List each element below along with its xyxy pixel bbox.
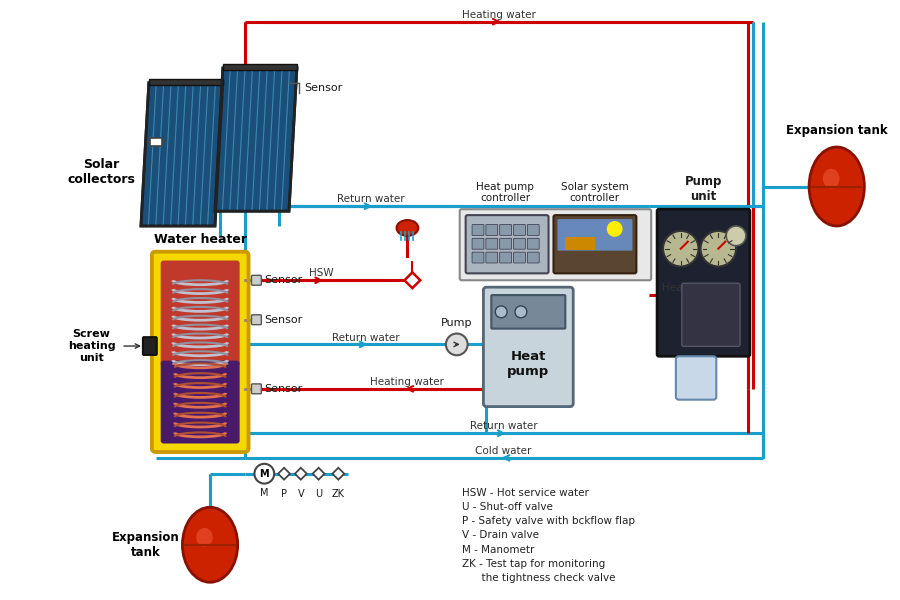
Text: the tightness check valve: the tightness check valve: [462, 574, 616, 583]
Text: Cold water: Cold water: [475, 446, 532, 456]
Circle shape: [495, 306, 507, 318]
Text: P - Safety valve with bckflow flap: P - Safety valve with bckflow flap: [462, 516, 634, 526]
FancyBboxPatch shape: [486, 252, 498, 263]
Ellipse shape: [823, 169, 840, 188]
Circle shape: [446, 334, 468, 355]
Text: Heat
pump: Heat pump: [508, 350, 549, 378]
Circle shape: [700, 231, 736, 266]
FancyBboxPatch shape: [465, 215, 548, 274]
Ellipse shape: [397, 220, 418, 236]
FancyBboxPatch shape: [152, 251, 248, 452]
FancyBboxPatch shape: [514, 252, 526, 263]
Text: M - Manometr: M - Manometr: [462, 545, 534, 555]
Text: M: M: [259, 469, 269, 479]
Ellipse shape: [809, 147, 864, 226]
FancyBboxPatch shape: [472, 224, 484, 235]
FancyBboxPatch shape: [251, 384, 261, 394]
FancyBboxPatch shape: [486, 224, 498, 235]
Text: Screw
heating
unit: Screw heating unit: [68, 329, 115, 362]
FancyBboxPatch shape: [500, 224, 511, 235]
Text: M: M: [260, 488, 268, 497]
FancyBboxPatch shape: [676, 356, 716, 400]
Text: Sensor: Sensor: [265, 384, 302, 394]
Polygon shape: [141, 83, 223, 226]
FancyBboxPatch shape: [161, 361, 239, 443]
Text: HSW: HSW: [309, 268, 333, 278]
Text: Sensor: Sensor: [265, 315, 302, 325]
Text: Heat pump
controller: Heat pump controller: [476, 182, 534, 203]
Text: U: U: [315, 488, 322, 499]
FancyBboxPatch shape: [472, 238, 484, 249]
FancyBboxPatch shape: [527, 252, 539, 263]
Text: Return water: Return water: [337, 194, 404, 205]
Text: Heating water: Heating water: [662, 283, 735, 293]
Text: Sensor: Sensor: [265, 275, 302, 285]
FancyBboxPatch shape: [251, 315, 261, 325]
Polygon shape: [332, 468, 345, 479]
FancyBboxPatch shape: [460, 209, 652, 280]
Text: U - Shut-off valve: U - Shut-off valve: [462, 502, 553, 512]
FancyBboxPatch shape: [500, 238, 511, 249]
Text: ZK - Test tap for monitoring: ZK - Test tap for monitoring: [462, 559, 605, 569]
Text: Pump: Pump: [441, 317, 472, 328]
Polygon shape: [215, 68, 297, 211]
FancyBboxPatch shape: [554, 215, 636, 274]
Text: P: P: [281, 488, 287, 499]
FancyBboxPatch shape: [527, 224, 539, 235]
Text: Solar system
controller: Solar system controller: [561, 182, 629, 203]
Text: Water heater: Water heater: [154, 233, 247, 246]
Text: ZK: ZK: [332, 488, 345, 499]
Circle shape: [515, 306, 526, 318]
Polygon shape: [278, 468, 290, 479]
Text: Heating water: Heating water: [462, 10, 536, 20]
Text: HSW - Hot service water: HSW - Hot service water: [462, 488, 589, 497]
FancyBboxPatch shape: [527, 238, 539, 249]
Text: Sensor: Sensor: [304, 83, 342, 93]
Polygon shape: [148, 79, 223, 85]
FancyBboxPatch shape: [161, 260, 239, 367]
FancyBboxPatch shape: [143, 337, 157, 355]
Polygon shape: [565, 237, 595, 250]
FancyBboxPatch shape: [657, 209, 750, 356]
Circle shape: [607, 221, 623, 237]
Text: Return water: Return water: [332, 332, 400, 343]
Circle shape: [663, 231, 698, 266]
Text: Return water: Return water: [470, 421, 537, 431]
Polygon shape: [295, 468, 307, 479]
FancyBboxPatch shape: [483, 287, 573, 407]
Text: Solar
collectors: Solar collectors: [68, 158, 135, 185]
Circle shape: [255, 464, 274, 484]
Text: V: V: [298, 488, 304, 499]
Text: V - Drain valve: V - Drain valve: [462, 530, 539, 541]
FancyBboxPatch shape: [557, 219, 633, 251]
Polygon shape: [149, 138, 162, 146]
FancyBboxPatch shape: [514, 224, 526, 235]
Text: Expansion
tank: Expansion tank: [112, 531, 180, 559]
Polygon shape: [223, 64, 297, 70]
FancyBboxPatch shape: [472, 252, 484, 263]
Text: Expansion tank: Expansion tank: [786, 124, 887, 137]
Ellipse shape: [183, 507, 238, 582]
FancyBboxPatch shape: [514, 238, 526, 249]
FancyBboxPatch shape: [251, 275, 261, 285]
FancyBboxPatch shape: [491, 295, 565, 329]
Text: Heating water: Heating water: [371, 377, 445, 387]
Circle shape: [726, 226, 746, 246]
Ellipse shape: [196, 528, 212, 547]
FancyBboxPatch shape: [500, 252, 511, 263]
Polygon shape: [312, 468, 325, 479]
Text: Pump
unit: Pump unit: [685, 175, 722, 203]
Polygon shape: [404, 272, 420, 288]
FancyBboxPatch shape: [486, 238, 498, 249]
FancyBboxPatch shape: [682, 283, 740, 346]
